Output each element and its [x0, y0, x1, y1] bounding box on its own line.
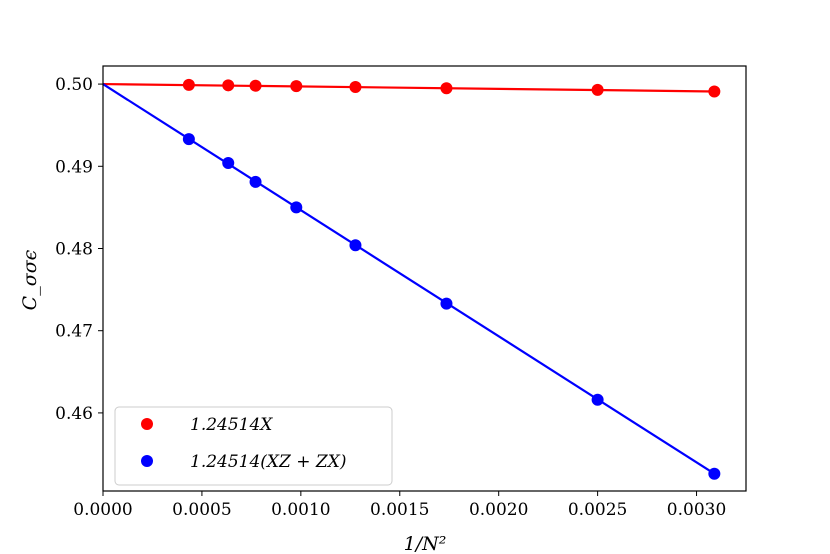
legend-marker-series-2	[141, 455, 153, 467]
data-point-series-2	[249, 175, 262, 188]
x-tick-label: 0.0000	[73, 500, 132, 520]
x-tick-label: 0.0015	[370, 500, 429, 520]
legend: 1.24514X 1.24514(XZ + ZX)	[114, 406, 393, 486]
fit-lines	[102, 82, 715, 475]
data-point-series-1	[708, 85, 721, 98]
data-point-series-2	[708, 467, 721, 480]
fit-line-series-1	[102, 82, 715, 93]
data-point-series-1	[349, 80, 362, 93]
y-tick-label: 0.49	[55, 157, 93, 177]
data-point-series-2	[222, 157, 235, 170]
x-axis-label: 1/N²	[404, 533, 447, 554]
fit-line-series-2	[102, 83, 715, 475]
data-point-series-2	[440, 297, 453, 310]
data-point-series-2	[349, 239, 362, 252]
data-point-series-1	[440, 82, 453, 95]
data-point-series-2	[591, 393, 604, 406]
y-tick-label: 0.48	[55, 239, 93, 259]
x-tick-label: 0.0030	[667, 500, 726, 520]
data-points	[182, 78, 721, 480]
y-axis-ticks: 0.46 0.47 0.48 0.49 0.50	[55, 75, 103, 424]
y-tick-label: 0.46	[55, 404, 93, 424]
y-axis-label: C_σσϵ	[19, 249, 41, 310]
x-tick-label: 0.0010	[271, 500, 330, 520]
x-axis-ticks: 0.0000 0.0005 0.0010 0.0015 0.0020 0.0025 0.00…	[73, 491, 726, 520]
y-tick-label: 0.50	[55, 75, 93, 95]
data-point-series-1	[290, 80, 303, 93]
plot-frame	[102, 65, 747, 492]
x-tick-label: 0.0020	[469, 500, 528, 520]
x-tick-label: 0.0025	[568, 500, 627, 520]
legend-box	[114, 406, 393, 486]
legend-marker-series-1	[141, 418, 153, 430]
data-point-series-1	[591, 83, 604, 96]
legend-label-series-1: 1.24514X	[190, 415, 273, 435]
data-point-series-1	[249, 79, 262, 92]
data-point-series-1	[222, 79, 235, 92]
data-point-series-1	[182, 78, 195, 91]
legend-label-series-2: 1.24514(XZ + ZX)	[190, 452, 346, 472]
data-point-series-2	[182, 133, 195, 146]
y-tick-label: 0.47	[55, 322, 93, 342]
x-tick-label: 0.0005	[172, 500, 231, 520]
data-point-series-2	[290, 201, 303, 214]
